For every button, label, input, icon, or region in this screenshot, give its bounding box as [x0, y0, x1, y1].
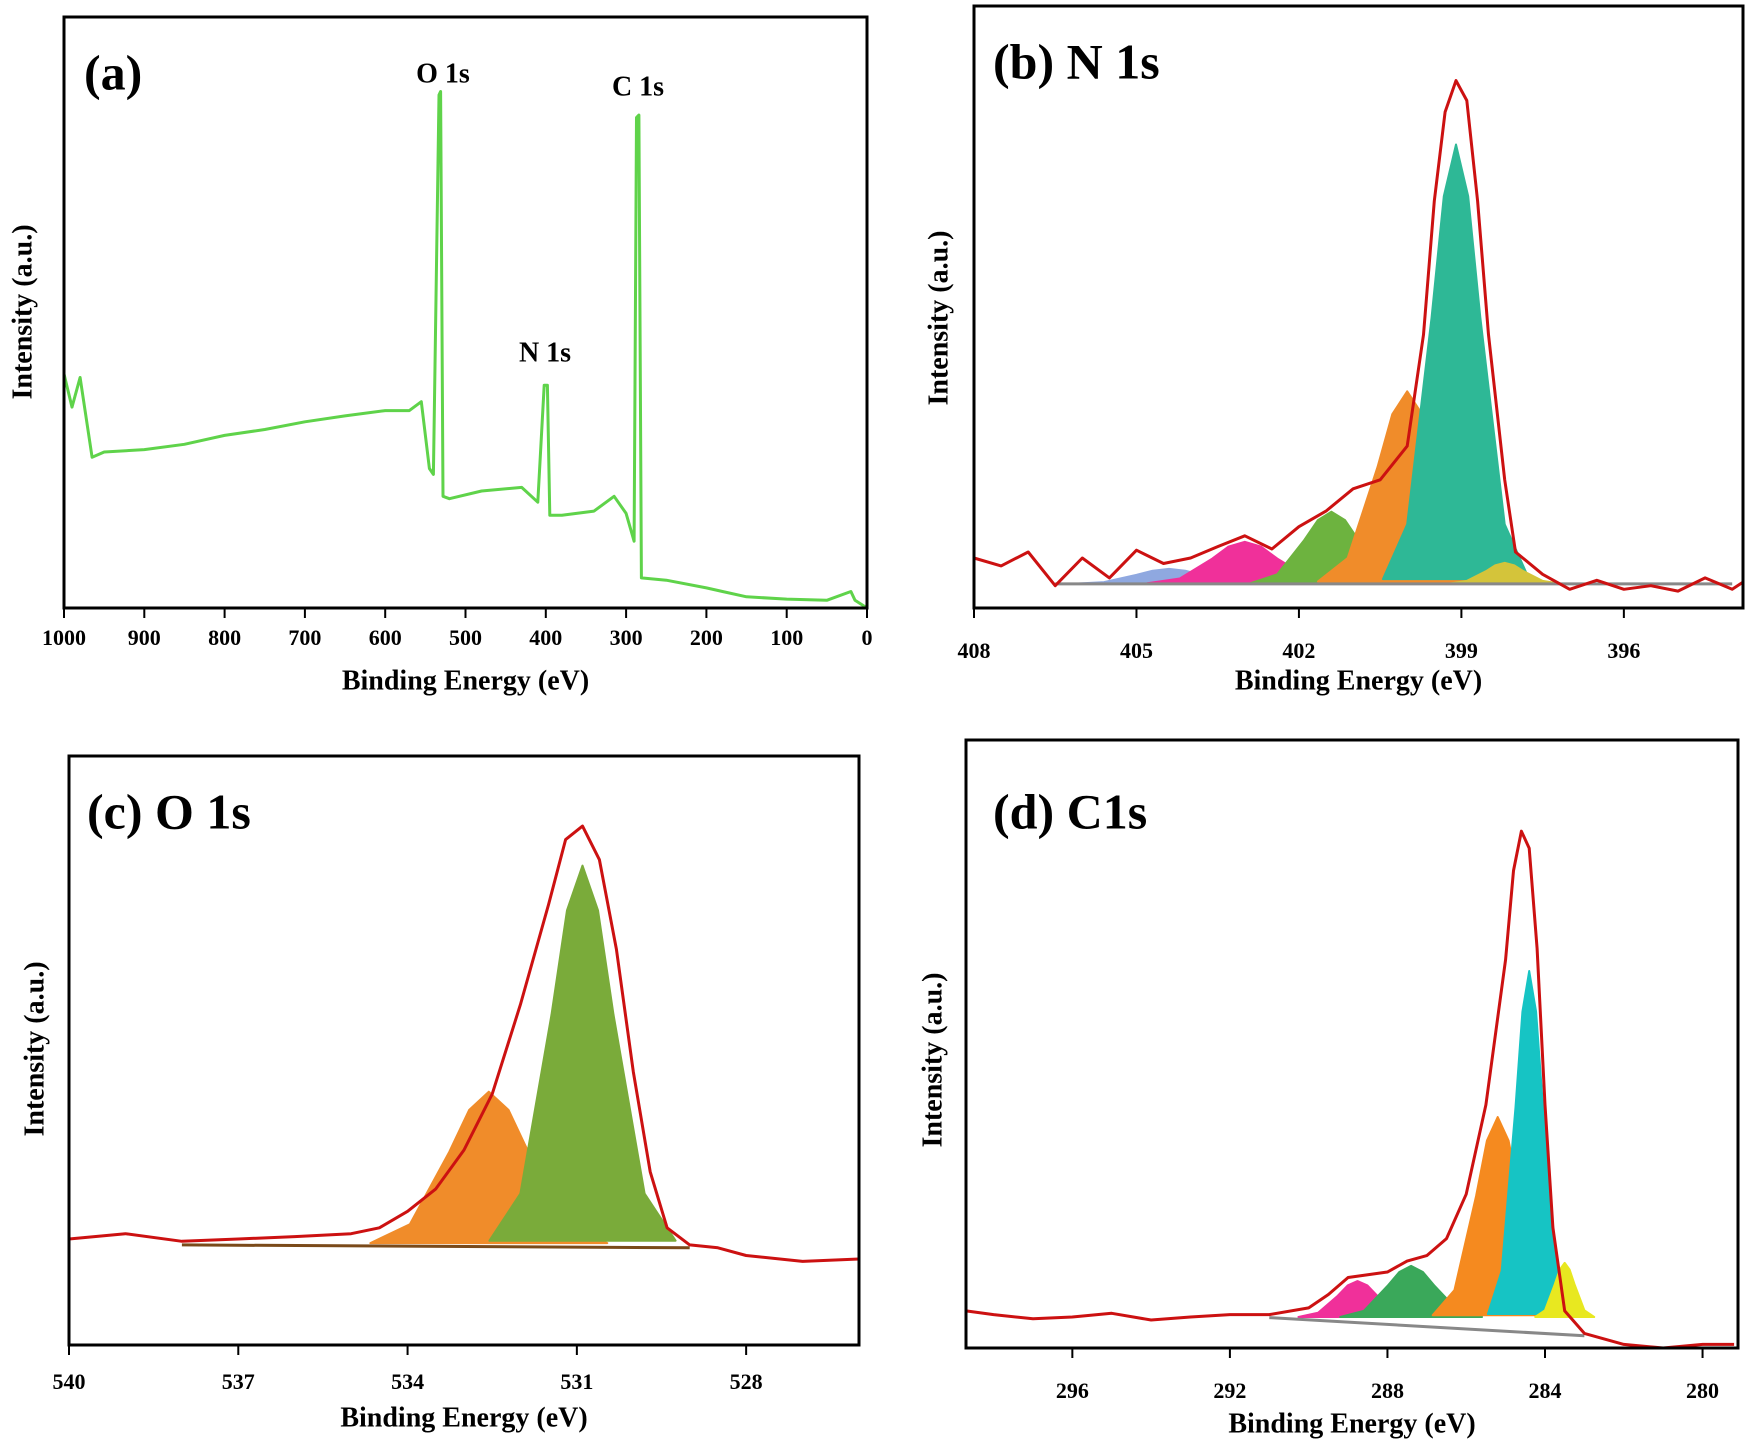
x-tick-label: 0 [862, 625, 873, 650]
y-axis-title: Intensity (a.u.) [917, 972, 948, 1147]
x-tick-label: 900 [128, 625, 161, 650]
peak-label: C 1s [612, 71, 664, 102]
x-axis-title: Binding Energy (eV) [340, 1402, 587, 1433]
peak-label: N 1s [519, 337, 571, 368]
x-tick-label: 700 [288, 625, 321, 650]
spectrum-line [181, 1243, 690, 1250]
spectrum-line [62, 90, 868, 610]
panel: 408 405 402 399 396 (b) N 1s Binding Energy (e… [923, 4, 1745, 696]
x-tick-label: 402 [1282, 638, 1315, 663]
x-tick-label: 280 [1686, 1378, 1719, 1403]
x-tick-label: 296 [1056, 1378, 1089, 1403]
y-axis-title: Intensity (a.u.) [923, 230, 954, 405]
x-axis-title: Binding Energy (eV) [342, 665, 589, 696]
x-tick-label: 396 [1607, 638, 1640, 663]
x-tick-label: 284 [1529, 1378, 1562, 1403]
plot-frame [964, 738, 1740, 1350]
x-axis-title: Binding Energy (eV) [1228, 1408, 1475, 1439]
x-tick-label: 800 [208, 625, 241, 650]
x-tick-label: 292 [1213, 1378, 1246, 1403]
panel: 296 292 288 284 280 (d) C1s Binding Energy (eV… [917, 738, 1740, 1439]
plot-frame [67, 754, 861, 1347]
x-tick-label: 400 [529, 625, 562, 650]
panel: 1000 900 800 700 600 500 400 300 200 100 0(a)Bindi… [7, 15, 873, 696]
x-tick-label: 1000 [42, 625, 86, 650]
panel-title: (a) [84, 44, 142, 100]
x-tick-label: 500 [449, 625, 482, 650]
x-axis-title: Binding Energy (eV) [1235, 665, 1482, 696]
x-tick-label: 300 [610, 625, 643, 650]
component-peak [1534, 1261, 1596, 1318]
x-tick-label: 531 [560, 1369, 593, 1394]
x-tick-label: 288 [1371, 1378, 1404, 1403]
x-tick-label: 100 [770, 625, 803, 650]
panel-title: (d) C1s [993, 783, 1147, 839]
x-tick-label: 600 [369, 625, 402, 650]
panel-title: (c) O 1s [87, 783, 251, 839]
spectrum-line [68, 824, 860, 1263]
x-tick-label: 200 [690, 625, 723, 650]
panel: 540 537 534 531 528 (c) O 1s Binding Energy (e… [19, 754, 861, 1433]
y-axis-title: Intensity (a.u.) [19, 961, 50, 1136]
spectrum-line [1269, 1316, 1585, 1338]
y-axis-title: Intensity (a.u.) [7, 224, 38, 399]
x-tick-label: 534 [391, 1369, 424, 1394]
x-tick-label: 537 [222, 1369, 255, 1394]
component-peak [488, 864, 677, 1242]
spectrum-line [965, 829, 1735, 1350]
panel-title: (b) N 1s [993, 33, 1160, 89]
peak-label: O 1s [416, 58, 470, 89]
x-tick-label: 528 [730, 1369, 763, 1394]
plot-frame [62, 15, 869, 610]
plot-frame [972, 4, 1745, 610]
x-tick-label: 399 [1445, 638, 1478, 663]
x-tick-label: 405 [1120, 638, 1153, 663]
x-tick-label: 540 [53, 1369, 86, 1394]
x-tick-label: 408 [958, 638, 991, 663]
spectrum-line [973, 79, 1744, 593]
